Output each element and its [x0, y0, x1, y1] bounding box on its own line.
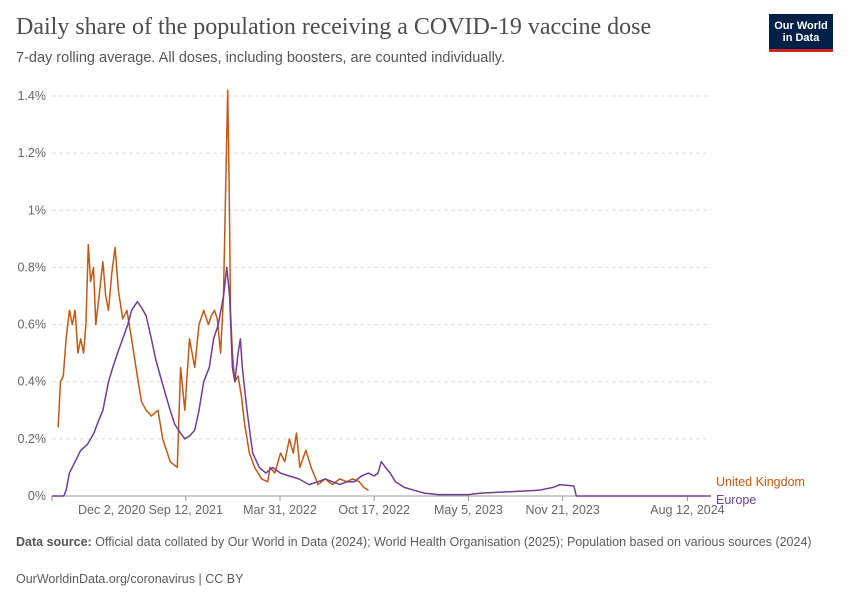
- y-tick-label: 1.2%: [18, 146, 47, 160]
- x-tick-label: Aug 12, 2024: [650, 503, 724, 517]
- source-label: Data source:: [16, 535, 92, 549]
- series-line-europe[interactable]: [52, 266, 711, 497]
- chart-title: Daily share of the population receiving …: [16, 14, 652, 40]
- series-label[interactable]: Europe: [716, 493, 756, 507]
- series-end-labels: United Kingdom Europe: [716, 475, 805, 507]
- x-tick-label: Sep 12, 2021: [149, 503, 223, 517]
- y-tick-label: 0.8%: [18, 260, 47, 274]
- y-tick-label: 0.4%: [18, 375, 47, 389]
- y-tick-label: 1.4%: [18, 89, 47, 103]
- line-chart: 0% 0.2% 0.4% 0.6% 0.8% 1% 1.2% 1.4% Dec 2, 2020…: [18, 89, 805, 517]
- chart-gridlines: [52, 95, 711, 497]
- owid-logo[interactable]: Our World in Data: [769, 14, 833, 52]
- series-line-united-kingdom[interactable]: [57, 89, 369, 491]
- source-text: Official data collated by Our World in D…: [95, 535, 812, 549]
- y-axis-ticks: 0% 0.2% 0.4% 0.6% 0.8% 1% 1.2% 1.4%: [18, 89, 47, 503]
- x-axis-ticks: Dec 2, 2020 Sep 12, 2021 Mar 31, 2022 Oct 1…: [51, 496, 725, 517]
- y-tick-label: 1%: [28, 203, 46, 217]
- logo-line-1: Our World: [774, 20, 828, 32]
- x-tick-label: Nov 21, 2023: [525, 503, 599, 517]
- series-label[interactable]: United Kingdom: [716, 475, 805, 489]
- x-tick-label: May 5, 2023: [434, 503, 503, 517]
- logo-line-2: in Data: [782, 32, 820, 44]
- footer-link[interactable]: OurWorldinData.org/coronavirus | CC BY: [16, 572, 244, 586]
- y-tick-label: 0.6%: [18, 318, 47, 332]
- x-tick-label: Oct 17, 2022: [338, 503, 410, 517]
- chart-subtitle: 7-day rolling average. All doses, includ…: [16, 50, 505, 66]
- x-tick-label: Dec 2, 2020: [78, 503, 145, 517]
- chart-series: [52, 89, 711, 497]
- x-tick-label: Mar 31, 2022: [243, 503, 317, 517]
- y-tick-label: 0.2%: [18, 432, 47, 446]
- data-source: Data source: Official data collated by O…: [16, 534, 826, 550]
- y-tick-label: 0%: [28, 489, 46, 503]
